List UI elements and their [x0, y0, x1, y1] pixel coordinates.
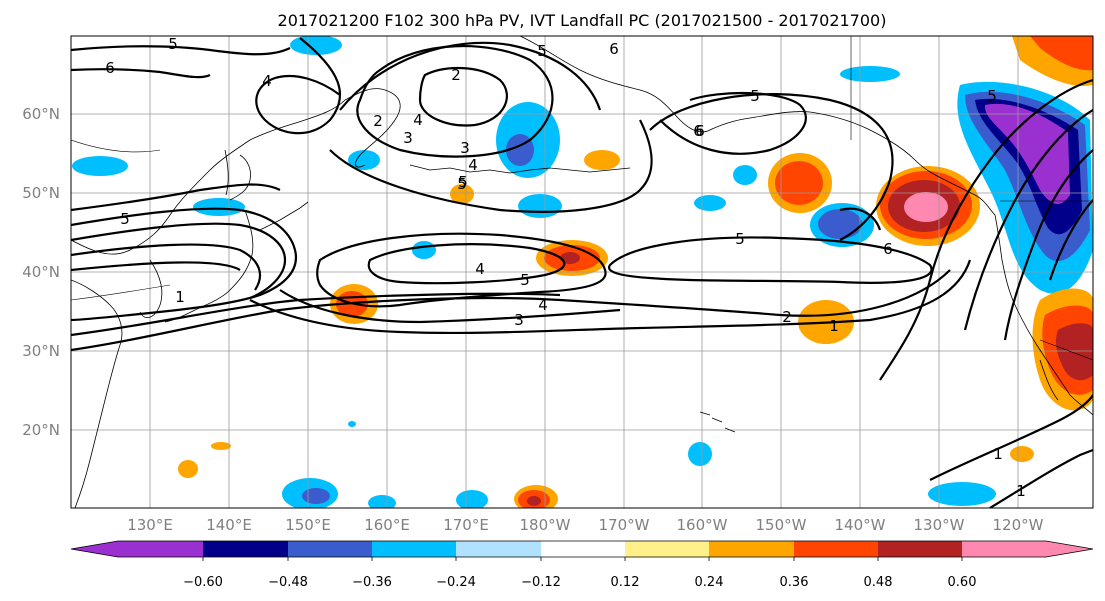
map-panel: 5 6 4 2 5 6 3 4 5 3 2 5 5 6 4 6 5 4 5 4 … — [71, 35, 1093, 508]
contour-label: 1 — [1016, 482, 1026, 500]
contour-label: 6 — [883, 240, 893, 258]
lat-label: 40°N — [22, 263, 60, 281]
colorbar-tick-label: 0.24 — [695, 575, 724, 590]
lon-label: 170°W — [599, 516, 650, 534]
colorbar-segment — [625, 541, 709, 557]
lon-label: 170°E — [443, 516, 489, 534]
height-contours — [71, 37, 1093, 508]
contour-label: 6 — [609, 40, 619, 58]
colorbar-segment — [288, 541, 372, 557]
colorbar-segment — [456, 541, 541, 557]
contour-label: 5 — [520, 271, 530, 289]
contour-label: 2 — [373, 112, 383, 130]
colorbar-segment — [118, 541, 203, 557]
contour-label: 6 — [105, 59, 115, 77]
coastlines — [71, 36, 1093, 508]
contour-label: 5 — [120, 210, 130, 228]
map-title: 2017021200 F102 300 hPa PV, IVT Landfall… — [278, 11, 887, 30]
lon-label: 120°W — [993, 516, 1044, 534]
colorbar-tick-label: 0.36 — [780, 575, 809, 590]
lon-label: 140°W — [835, 516, 886, 534]
contour-label: 1 — [175, 288, 185, 306]
map-frame — [70, 35, 1094, 509]
contour-label: 5 — [750, 87, 760, 105]
colorbar-tick-label: 0.48 — [864, 575, 893, 590]
pv-shading — [72, 36, 1093, 508]
lon-label: 160°W — [677, 516, 728, 534]
lat-label: 30°N — [22, 342, 60, 360]
lon-label: 160°E — [364, 516, 410, 534]
contour-label: 4 — [475, 260, 485, 278]
contour-label: 2 — [451, 66, 461, 84]
contour-label: 3 — [514, 311, 524, 329]
contour-label: 4 — [468, 156, 478, 174]
contour-label: 6 — [693, 122, 703, 140]
colorbar-segment — [203, 541, 288, 557]
contour-label: 5 — [987, 87, 997, 105]
colorbar-ticks — [202, 557, 963, 561]
lat-label: 50°N — [22, 184, 60, 202]
lon-label: 130°W — [914, 516, 965, 534]
borders — [71, 36, 1093, 361]
contour-label: 2 — [782, 308, 792, 326]
colorbar-segments — [71, 541, 1093, 557]
colorbar-tick-label: −0.36 — [352, 575, 392, 590]
lat-label: 60°N — [22, 105, 60, 123]
contour-label: 5 — [735, 230, 745, 248]
colorbar-segment — [372, 541, 456, 557]
lon-label: 130°E — [127, 516, 173, 534]
lat-label: 20°N — [22, 421, 60, 439]
colorbar-tick-label: −0.24 — [436, 575, 476, 590]
lon-label: 150°W — [756, 516, 807, 534]
lon-label: 180°W — [520, 516, 571, 534]
contour-label: 1 — [993, 445, 1003, 463]
contour-label: 5 — [168, 35, 178, 53]
colorbar-tick-label: −0.48 — [268, 575, 308, 590]
contour-label: 5 — [458, 173, 468, 191]
lon-label: 150°E — [285, 516, 331, 534]
colorbar-tick-label: 0.12 — [611, 575, 640, 590]
colorbar-segment — [962, 541, 1046, 557]
colorbar-extend-min — [71, 541, 118, 557]
contour-label: 5 — [537, 42, 547, 60]
longitude-labels: 130°E 140°E 150°E 160°E 170°E 180°W 170°… — [127, 516, 1043, 534]
contour-label: 3 — [403, 129, 413, 147]
colorbar-tick-label: −0.60 — [183, 575, 223, 590]
contour-label: 4 — [262, 72, 272, 90]
contour-labels: 5 6 4 2 5 6 3 4 5 3 2 5 5 6 4 6 5 4 5 4 … — [105, 35, 1026, 500]
contour-label: 4 — [413, 111, 423, 129]
colorbar-segment — [541, 541, 625, 557]
lon-label: 140°E — [206, 516, 252, 534]
colorbar-segment — [709, 541, 794, 557]
contour-label: 5 — [457, 175, 467, 193]
latitude-labels: 60°N 50°N 40°N 30°N 20°N — [22, 105, 60, 439]
colorbar-extend-max — [1046, 541, 1093, 557]
colorbar-segment — [878, 541, 962, 557]
colorbar-segment — [794, 541, 878, 557]
contour-label: 4 — [538, 296, 548, 314]
colorbar: −0.60 −0.48 −0.36 −0.24 −0.12 0.12 0.24 … — [70, 540, 1094, 590]
contour-label: 3 — [460, 139, 470, 157]
colorbar-tick-label: 0.60 — [948, 575, 977, 590]
contour-label: 1 — [829, 317, 839, 335]
contour-label: 6 — [695, 122, 705, 140]
colorbar-tick-label: −0.12 — [521, 575, 561, 590]
